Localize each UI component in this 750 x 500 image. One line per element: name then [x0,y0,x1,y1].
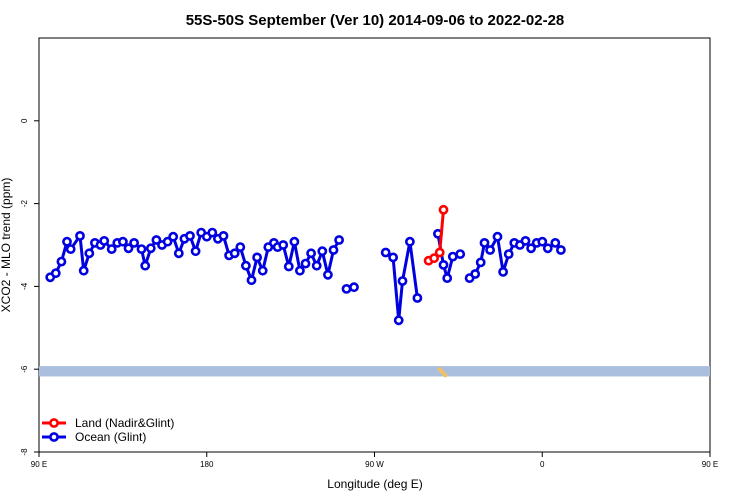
data-point [520,235,531,246]
data-point [434,247,445,258]
y-axis-ticks: 0 -2 -4 -6 -8 [20,118,39,456]
data-point [168,231,179,242]
data-point [151,235,162,245]
land-band [39,366,710,378]
data-point [442,273,453,283]
data-point [300,258,311,269]
y-tick-label: 0 [20,118,29,123]
data-point [556,245,566,255]
land-spot [443,373,448,378]
data-point [542,243,553,254]
data-point [479,237,490,248]
data-point [306,248,316,259]
data-point [397,276,408,286]
y-tick-label: -2 [20,199,29,207]
data-point [328,245,339,255]
data-point [283,261,294,272]
data-point [207,227,218,238]
data-point [294,265,305,276]
data-point [455,249,466,259]
x-tick-label: 0 [540,460,545,469]
data-point [84,248,95,259]
data-point [240,260,251,271]
data-point [388,252,398,263]
x-axis-label: Longitude (deg E) [327,477,422,491]
x-axis-ticks: 90 E 180 90 W 0 90 E [31,452,718,469]
data-point [470,269,481,279]
data-point [492,231,503,242]
data-point [322,269,333,280]
data-point [503,249,514,259]
x-tick-label: 90 E [702,460,718,469]
data-point [550,237,561,248]
data-point [129,237,139,248]
data-point [311,260,322,271]
data-point [341,283,352,294]
data-point [289,236,300,247]
data-point [526,243,536,254]
y-tick-label: -8 [20,448,29,456]
y-tick-label: -4 [20,282,29,290]
data-point [190,246,201,257]
series-ocean [45,227,566,326]
data-point [438,259,449,270]
data-point [218,230,229,241]
x-tick-label: 180 [200,460,214,469]
land-band-fill [39,366,710,377]
chart-title: 55S-50S September (Ver 10) 2014-09-06 to… [186,12,565,29]
data-point [136,244,147,254]
legend-label: Ocean (Glint) [75,430,146,444]
data-point [229,248,240,259]
data-point [404,236,415,247]
y-axis-label: XCO2 - MLO trend (ppm) [0,178,13,313]
data-point [257,265,268,276]
series-land [423,204,449,266]
data-point [145,243,156,254]
data-point [185,230,195,241]
data-point [75,230,85,241]
data-point [334,235,344,245]
data-point [235,242,246,252]
data-point [537,236,548,247]
legend-marker [49,418,59,428]
legend-marker [49,432,59,442]
data-point [278,240,289,250]
x-tick-label: 90 E [31,460,47,469]
data-point [252,252,262,263]
data-point [162,236,173,247]
data-point [438,204,449,215]
data-point [62,236,72,247]
data-point [140,260,151,271]
data-point [380,247,391,258]
data-point [78,265,89,276]
x-tick-label: 90 W [365,460,384,469]
data-point [99,235,110,246]
data-point [123,243,134,254]
series-layer [45,204,566,326]
data-point [412,293,423,303]
data-point [475,257,486,268]
data-point [118,236,128,247]
data-point [246,275,257,286]
legend: Land (Nadir&Glint)Ocean (Glint) [42,416,174,444]
data-point [65,244,76,254]
data-point [429,253,439,264]
data-point [317,246,328,257]
data-point [485,245,495,255]
data-point [173,248,184,259]
legend-label: Land (Nadir&Glint) [75,416,174,430]
data-point [56,256,67,267]
data-point [498,266,508,277]
data-point [50,268,61,279]
data-point [393,315,404,326]
data-point [349,282,359,293]
data-point [106,244,117,254]
y-tick-label: -6 [20,365,29,373]
